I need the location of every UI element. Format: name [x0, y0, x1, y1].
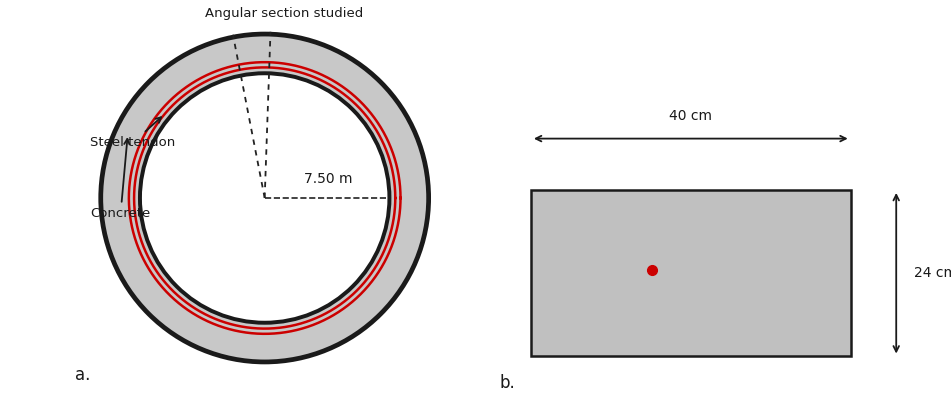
Circle shape — [142, 75, 387, 321]
Circle shape — [98, 32, 431, 364]
Circle shape — [103, 36, 426, 360]
Circle shape — [138, 71, 392, 325]
Text: 40 cm: 40 cm — [670, 109, 712, 123]
Text: Steel tendon: Steel tendon — [90, 117, 176, 149]
Text: Concrete: Concrete — [90, 139, 150, 220]
Text: Angular section studied: Angular section studied — [205, 7, 363, 20]
Bar — [531, 190, 850, 356]
Text: 24 cm: 24 cm — [915, 266, 951, 280]
Text: 7.50 m: 7.50 m — [304, 172, 353, 186]
Text: b.: b. — [499, 374, 514, 392]
Text: a.: a. — [74, 366, 90, 384]
